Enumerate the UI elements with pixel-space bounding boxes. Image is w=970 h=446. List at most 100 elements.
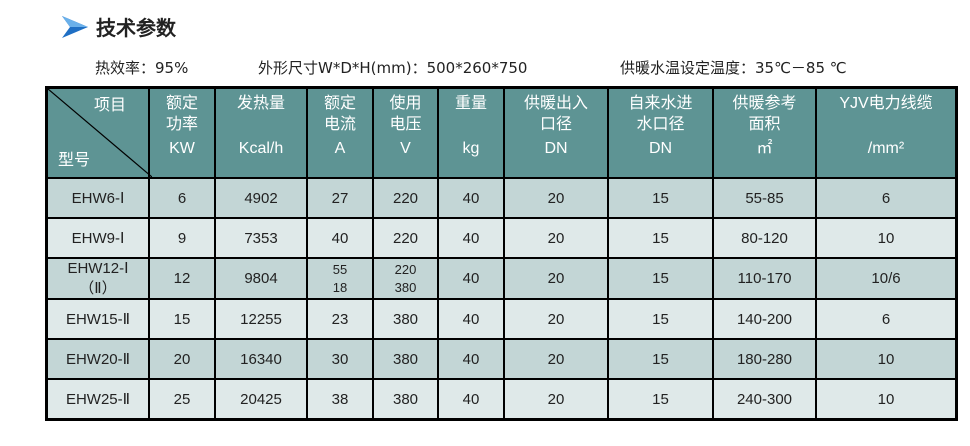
value-cell: 6: [148, 177, 216, 219]
value-cell: 40: [437, 338, 505, 380]
column-header: 供暖出入 口径 DN: [503, 86, 609, 179]
table-row: EHW12-Ⅰ （Ⅱ） 12 9804 55 18 220 380 40 20 15 110-1…: [45, 257, 958, 300]
corner-bottom-label: 型号: [58, 152, 91, 169]
efficiency-spec: 热效率：95%: [95, 59, 189, 77]
value-cell: 10: [815, 338, 958, 380]
corner-header: 项目 型号: [45, 86, 152, 179]
header-unit: DN: [648, 140, 673, 157]
model-cell: EHW9-Ⅰ: [45, 217, 150, 259]
header-unit: V: [400, 140, 411, 157]
spec-table: 项目 型号 额定 功率 KW 发热量 Kcal/h 额定 电流 A 使用 电压 V 重量 kg 供暖…: [45, 86, 958, 421]
value-cell: 27: [306, 177, 374, 219]
value-cell: 180-280: [712, 338, 817, 380]
value-cell: 15: [607, 338, 714, 380]
value-cell: 6: [815, 177, 958, 219]
value-cell: 20: [503, 177, 609, 219]
header-unit: KW: [169, 140, 195, 157]
value-cell: 80-120: [712, 217, 817, 259]
column-header: YJV电力线缆/mm²: [815, 86, 958, 179]
value-cell: 15: [607, 378, 714, 421]
header-label: 额定 电流: [323, 95, 356, 133]
value-cell: 20: [503, 257, 609, 300]
table-row: EHW6-Ⅰ 6 4902 27 220 40 20 15 55-85 6: [45, 177, 958, 219]
value-cell: 20: [503, 217, 609, 259]
value-cell: 55 18: [306, 257, 374, 300]
value-cell: 40: [437, 378, 505, 421]
header-label: 供暖参考 面积: [732, 95, 797, 133]
value-cell: 9: [148, 217, 216, 259]
value-cell: 40: [437, 298, 505, 340]
value-cell: 7353: [214, 217, 308, 259]
section-title: 技术参数: [62, 12, 176, 41]
header-label: 额定 功率: [165, 95, 198, 133]
header-label: 发热量: [236, 95, 285, 112]
column-header: 额定 功率 KW: [148, 86, 216, 179]
value-cell: 4902: [214, 177, 308, 219]
value-cell: 16340: [214, 338, 308, 380]
table-row: EHW25-Ⅱ 25 20425 38 380 40 20 15 240-300 10: [45, 378, 958, 421]
header-unit: ㎡: [756, 140, 773, 157]
value-cell: 10/6: [815, 257, 958, 300]
header-label: YJV电力线缆: [839, 95, 933, 112]
value-cell: 380: [372, 378, 439, 421]
dimensions-spec: 外形尺寸W*D*H(mm)：500*260*750: [258, 59, 528, 77]
title-text: 技术参数: [96, 16, 176, 40]
value-cell: 40: [437, 257, 505, 300]
column-header: 重量 kg: [437, 86, 505, 179]
value-cell: 380: [372, 338, 439, 380]
value-cell: 30: [306, 338, 374, 380]
value-cell: 25: [148, 378, 216, 421]
value-cell: 220: [372, 217, 439, 259]
value-cell: 20: [148, 338, 216, 380]
value-cell: 10: [815, 378, 958, 421]
column-header: 发热量 Kcal/h: [214, 86, 308, 179]
value-cell: 140-200: [712, 298, 817, 340]
value-cell: 220: [372, 177, 439, 219]
value-cell: 12: [148, 257, 216, 300]
value-cell: 220 380: [372, 257, 439, 300]
table-row: EHW15-Ⅱ 15 12255 23 380 40 20 15 140-200 6: [45, 298, 958, 340]
value-cell: 55-85: [712, 177, 817, 219]
model-cell: EHW20-Ⅱ: [45, 338, 150, 380]
value-cell: 110-170: [712, 257, 817, 300]
value-cell: 20: [503, 338, 609, 380]
header-label: 供暖出入 口径: [523, 95, 588, 133]
column-header: 使用 电压 V: [372, 86, 439, 179]
model-cell: EHW25-Ⅱ: [45, 378, 150, 421]
value-cell: 9804: [214, 257, 308, 300]
value-cell: 10: [815, 217, 958, 259]
header-unit: DN: [544, 140, 568, 157]
blue-arrow-icon: [62, 15, 88, 38]
column-header: 自来水进 水口径 DN: [607, 86, 714, 179]
value-cell: 38: [306, 378, 374, 421]
value-cell: 380: [372, 298, 439, 340]
value-cell: 15: [148, 298, 216, 340]
header-label: 使用 电压: [389, 95, 422, 133]
temperature-spec: 供暖水温设定温度：35℃－85 ℃: [620, 59, 847, 77]
header-unit: A: [334, 140, 346, 157]
column-header: 额定 电流 A: [306, 86, 374, 179]
table-row: EHW9-Ⅰ 9 7353 40 220 40 20 15 80-120 10: [45, 217, 958, 259]
value-cell: 20425: [214, 378, 308, 421]
header-label: 重量: [454, 95, 487, 112]
corner-top-label: 项目: [93, 97, 126, 114]
model-cell: EHW12-Ⅰ （Ⅱ）: [45, 257, 150, 300]
header-label: 自来水进 水口径: [628, 95, 693, 133]
value-cell: 15: [607, 257, 714, 300]
value-cell: 20: [503, 298, 609, 340]
value-cell: 15: [607, 177, 714, 219]
header-unit: /mm²: [867, 140, 905, 157]
model-cell: EHW6-Ⅰ: [45, 177, 150, 219]
model-cell: EHW15-Ⅱ: [45, 298, 150, 340]
table-row: EHW20-Ⅱ 20 16340 30 380 40 20 15 180-280 10: [45, 338, 958, 380]
value-cell: 40: [437, 177, 505, 219]
header-unit: Kcal/h: [238, 140, 284, 157]
value-cell: 40: [306, 217, 374, 259]
value-cell: 23: [306, 298, 374, 340]
value-cell: 6: [815, 298, 958, 340]
value-cell: 20: [503, 378, 609, 421]
header-unit: kg: [462, 140, 480, 157]
value-cell: 15: [607, 217, 714, 259]
value-cell: 240-300: [712, 378, 817, 421]
